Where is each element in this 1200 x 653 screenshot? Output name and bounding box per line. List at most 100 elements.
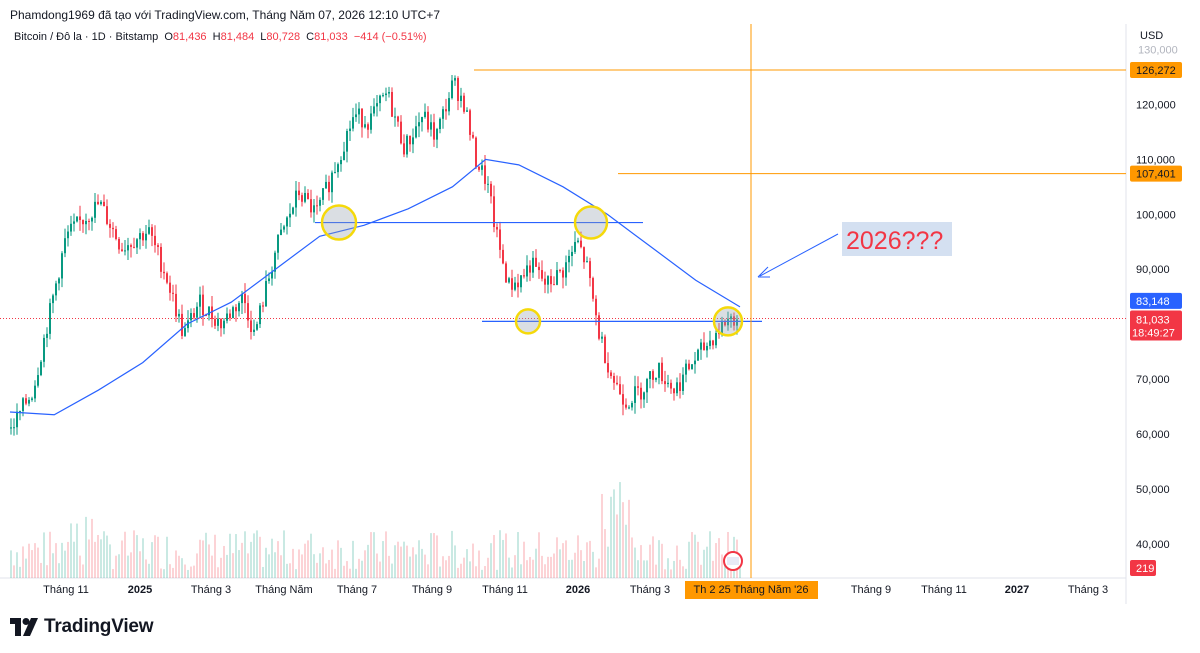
candle-body: [493, 196, 495, 228]
candle-body: [421, 117, 423, 123]
candle-body: [454, 78, 456, 81]
candle-body: [481, 165, 483, 170]
candle-body: [13, 427, 15, 429]
volume-bar: [454, 545, 456, 578]
candle-body: [691, 364, 693, 370]
candle-body: [601, 336, 603, 339]
highlight-circle[interactable]: [573, 205, 609, 240]
candle-body: [46, 333, 48, 338]
volume-bar: [418, 540, 420, 578]
volume-bar: [37, 547, 39, 578]
volume-bar: [229, 533, 231, 578]
volume-bar: [202, 540, 204, 578]
candle-body: [679, 382, 681, 391]
candle-body: [616, 382, 618, 385]
volume-bar: [52, 553, 54, 578]
candle-body: [406, 135, 408, 155]
candle-body: [472, 134, 474, 138]
candle-body: [538, 266, 540, 271]
volume-bar: [328, 559, 330, 578]
candle-body: [241, 293, 243, 304]
tradingview-logo[interactable]: TradingView: [10, 616, 154, 638]
candle-body: [730, 316, 732, 319]
candle-body: [709, 340, 711, 346]
volume-bar: [685, 568, 687, 578]
candle-body: [355, 114, 357, 118]
candle-body: [112, 227, 114, 230]
candle-body: [529, 265, 531, 273]
candle-body: [10, 427, 12, 429]
volume-bar: [412, 547, 414, 578]
symbol-label[interactable]: Bitcoin / Đô la · 1D · Bitstamp: [14, 31, 159, 43]
volume-bar: [55, 543, 57, 578]
candle-body: [352, 117, 354, 129]
y-tick-label: 90,000: [1136, 264, 1170, 276]
volume-bar: [598, 558, 600, 578]
candle-body: [433, 122, 435, 140]
candle-body: [85, 220, 87, 225]
candle-body: [160, 246, 162, 272]
candle-body: [190, 313, 192, 321]
candle-body: [73, 221, 75, 224]
volume-bar: [595, 567, 597, 578]
volume-bar: [355, 568, 357, 578]
candle-body: [526, 265, 528, 277]
candle-body: [598, 315, 600, 339]
candle-body: [487, 183, 489, 185]
candle-body: [646, 379, 648, 393]
volume-bar: [322, 547, 324, 578]
candle-body: [484, 165, 486, 184]
volume-bar: [706, 546, 708, 578]
price-chart-svg[interactable]: 60,00070,00080,00090,000100,000110,00012…: [0, 24, 1200, 604]
candle-body: [166, 273, 168, 283]
candle-body: [181, 313, 183, 336]
candle-body: [610, 372, 612, 377]
volume-bar: [214, 534, 216, 578]
candle-body: [541, 270, 543, 279]
volume-bar: [130, 552, 132, 578]
highlight-circle[interactable]: [320, 204, 358, 241]
candle-body: [334, 172, 336, 174]
volume-bar: [115, 555, 117, 578]
candle-body: [280, 229, 282, 235]
candle-body: [133, 246, 135, 248]
volume-bar: [637, 560, 639, 578]
volume-bar: [712, 560, 714, 578]
volume-bar: [427, 564, 429, 578]
candle-body: [658, 362, 660, 378]
volume-bar: [64, 550, 66, 578]
volume-bar: [445, 560, 447, 578]
annotation-box[interactable]: [842, 222, 952, 256]
volume-bar: [295, 569, 297, 578]
volume-bar: [643, 560, 645, 578]
candle-body: [265, 281, 267, 307]
candle-body: [235, 307, 237, 312]
candle-body: [142, 233, 144, 241]
highlight-circle[interactable]: [514, 308, 542, 335]
volume-bar: [271, 538, 273, 578]
volume-bar: [613, 489, 615, 578]
candle-body: [229, 313, 231, 319]
candle-body: [298, 190, 300, 196]
volume-bar: [430, 533, 432, 578]
volume-bar: [73, 541, 75, 578]
y-tick-label: 120,000: [1136, 99, 1176, 111]
volume-bar: [514, 555, 516, 578]
candle-body: [469, 110, 471, 135]
volume-bar: [238, 550, 240, 578]
chart-area[interactable]: 60,00070,00080,00090,000100,000110,00012…: [0, 24, 1200, 604]
volume-bar: [310, 533, 312, 578]
highlight-circle[interactable]: [712, 306, 744, 337]
volume-bar: [502, 539, 504, 578]
candle-body: [544, 278, 546, 285]
volume-bar: [364, 550, 366, 578]
candle-body: [376, 103, 378, 107]
candle-body: [307, 192, 309, 200]
volume-bar: [211, 555, 213, 578]
x-tick-label: Tháng Năm: [255, 584, 312, 596]
candle-body: [208, 306, 210, 316]
candle-body: [319, 199, 321, 206]
volume-bar: [688, 541, 690, 578]
volume-bar: [346, 561, 348, 578]
candle-body: [667, 382, 669, 385]
